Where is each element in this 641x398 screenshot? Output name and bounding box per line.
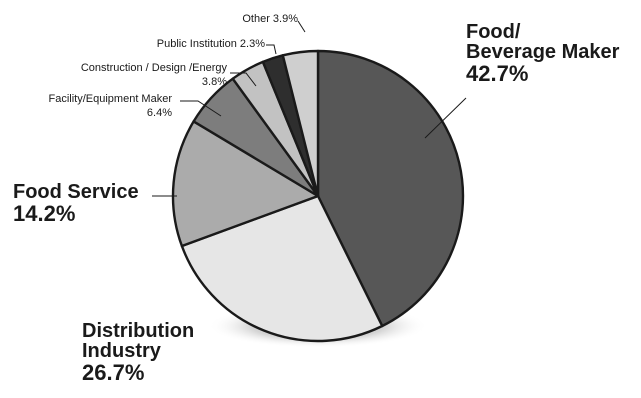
- slice-name: Facility/Equipment Maker: [49, 93, 173, 105]
- slice-value: 14.2%: [13, 201, 75, 226]
- slice-label-7: Other 3.9%: [242, 13, 298, 25]
- slice-labels: Food/Beverage Maker 42.7% Distribution Indu…: [13, 13, 620, 385]
- slice-label-5: Construction / Design /Energy 3.8%: [81, 62, 228, 88]
- slice-label-3: Food Service 14.2%: [13, 181, 139, 226]
- slice-label-6: Public Institution 2.3%: [157, 38, 265, 50]
- slice-name: Distribution: [82, 320, 194, 342]
- slice-name: Construction / Design /Energy: [81, 62, 228, 74]
- pie-slice-1: [316, 49, 465, 328]
- leader-line-7: [297, 20, 306, 33]
- slice-value: 42.7%: [466, 61, 528, 86]
- leader-lines: [152, 20, 467, 197]
- slice-name: Industry: [82, 340, 162, 362]
- pie-slice-7: [281, 49, 320, 198]
- slice-value: 6.4%: [147, 107, 172, 119]
- pie-slice-2: [180, 194, 384, 343]
- pie-slice-3: [171, 120, 320, 248]
- leader-line-5: [230, 72, 257, 87]
- slice-value: 26.7%: [82, 360, 144, 385]
- slice-value: 3.9%: [273, 13, 298, 25]
- slice-label-4: Facility/Equipment Maker 6.4%: [49, 93, 173, 119]
- leader-line-4: [180, 100, 222, 117]
- slice-name: Food Service: [13, 181, 139, 203]
- slice-name: Food/: [466, 21, 521, 43]
- slice-label-1: Food/Beverage Maker 42.7%: [466, 21, 620, 86]
- slice-value: 3.8%: [202, 76, 227, 88]
- slice-name: Public Institution: [157, 38, 240, 50]
- leader-line-6: [266, 44, 277, 55]
- slice-value: 2.3%: [240, 38, 265, 50]
- slice-name: Other: [242, 13, 273, 25]
- slice-label-2: Distribution Industry 26.7%: [82, 320, 194, 385]
- pie-slices: [171, 49, 465, 343]
- leader-line-1: [424, 97, 467, 139]
- slice-name: Beverage Maker: [466, 41, 620, 63]
